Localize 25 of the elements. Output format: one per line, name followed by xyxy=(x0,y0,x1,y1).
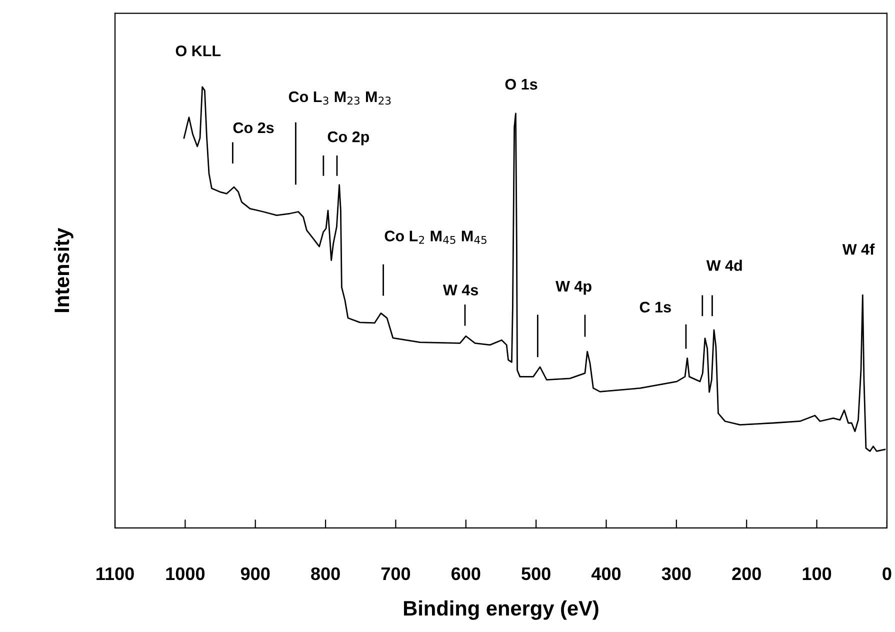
x-tick-label: 300 xyxy=(662,567,691,580)
y-axis-title: Intensity xyxy=(54,228,74,312)
annotation: O 1s xyxy=(505,78,538,90)
annotation: Co 2s xyxy=(233,122,274,134)
annotation: Co L$_{3}$ M$_{23}$ M$_{23}$ xyxy=(288,91,391,105)
annotation: W 4p xyxy=(556,281,592,295)
x-tick-label: 800 xyxy=(311,567,340,580)
x-tick-label: 1100 xyxy=(96,567,134,580)
x-tick-label: 700 xyxy=(381,567,410,580)
annotation: O KLL xyxy=(176,45,221,56)
annotation: C 1s xyxy=(640,302,671,313)
x-tick-label: 1000 xyxy=(166,567,205,580)
annotation: W 4f xyxy=(842,244,875,255)
annotation: W 4d xyxy=(706,260,742,271)
x-tick-label: 500 xyxy=(522,567,550,580)
x-tick-label: 0 xyxy=(882,567,892,580)
annotation: Co L$_{2}$ M$_{45}$ M$_{45}$ xyxy=(384,230,486,244)
x-axis-title: Binding energy (eV) xyxy=(404,600,598,620)
annotation: Co 2p xyxy=(328,131,370,146)
x-tick-label: 100 xyxy=(802,567,832,580)
x-tick-label: 900 xyxy=(240,567,270,580)
x-tick-label: 200 xyxy=(732,567,761,580)
annotation: W 4s xyxy=(442,284,478,296)
x-tick-label: 600 xyxy=(451,567,480,580)
x-tick-label: 400 xyxy=(591,567,621,580)
